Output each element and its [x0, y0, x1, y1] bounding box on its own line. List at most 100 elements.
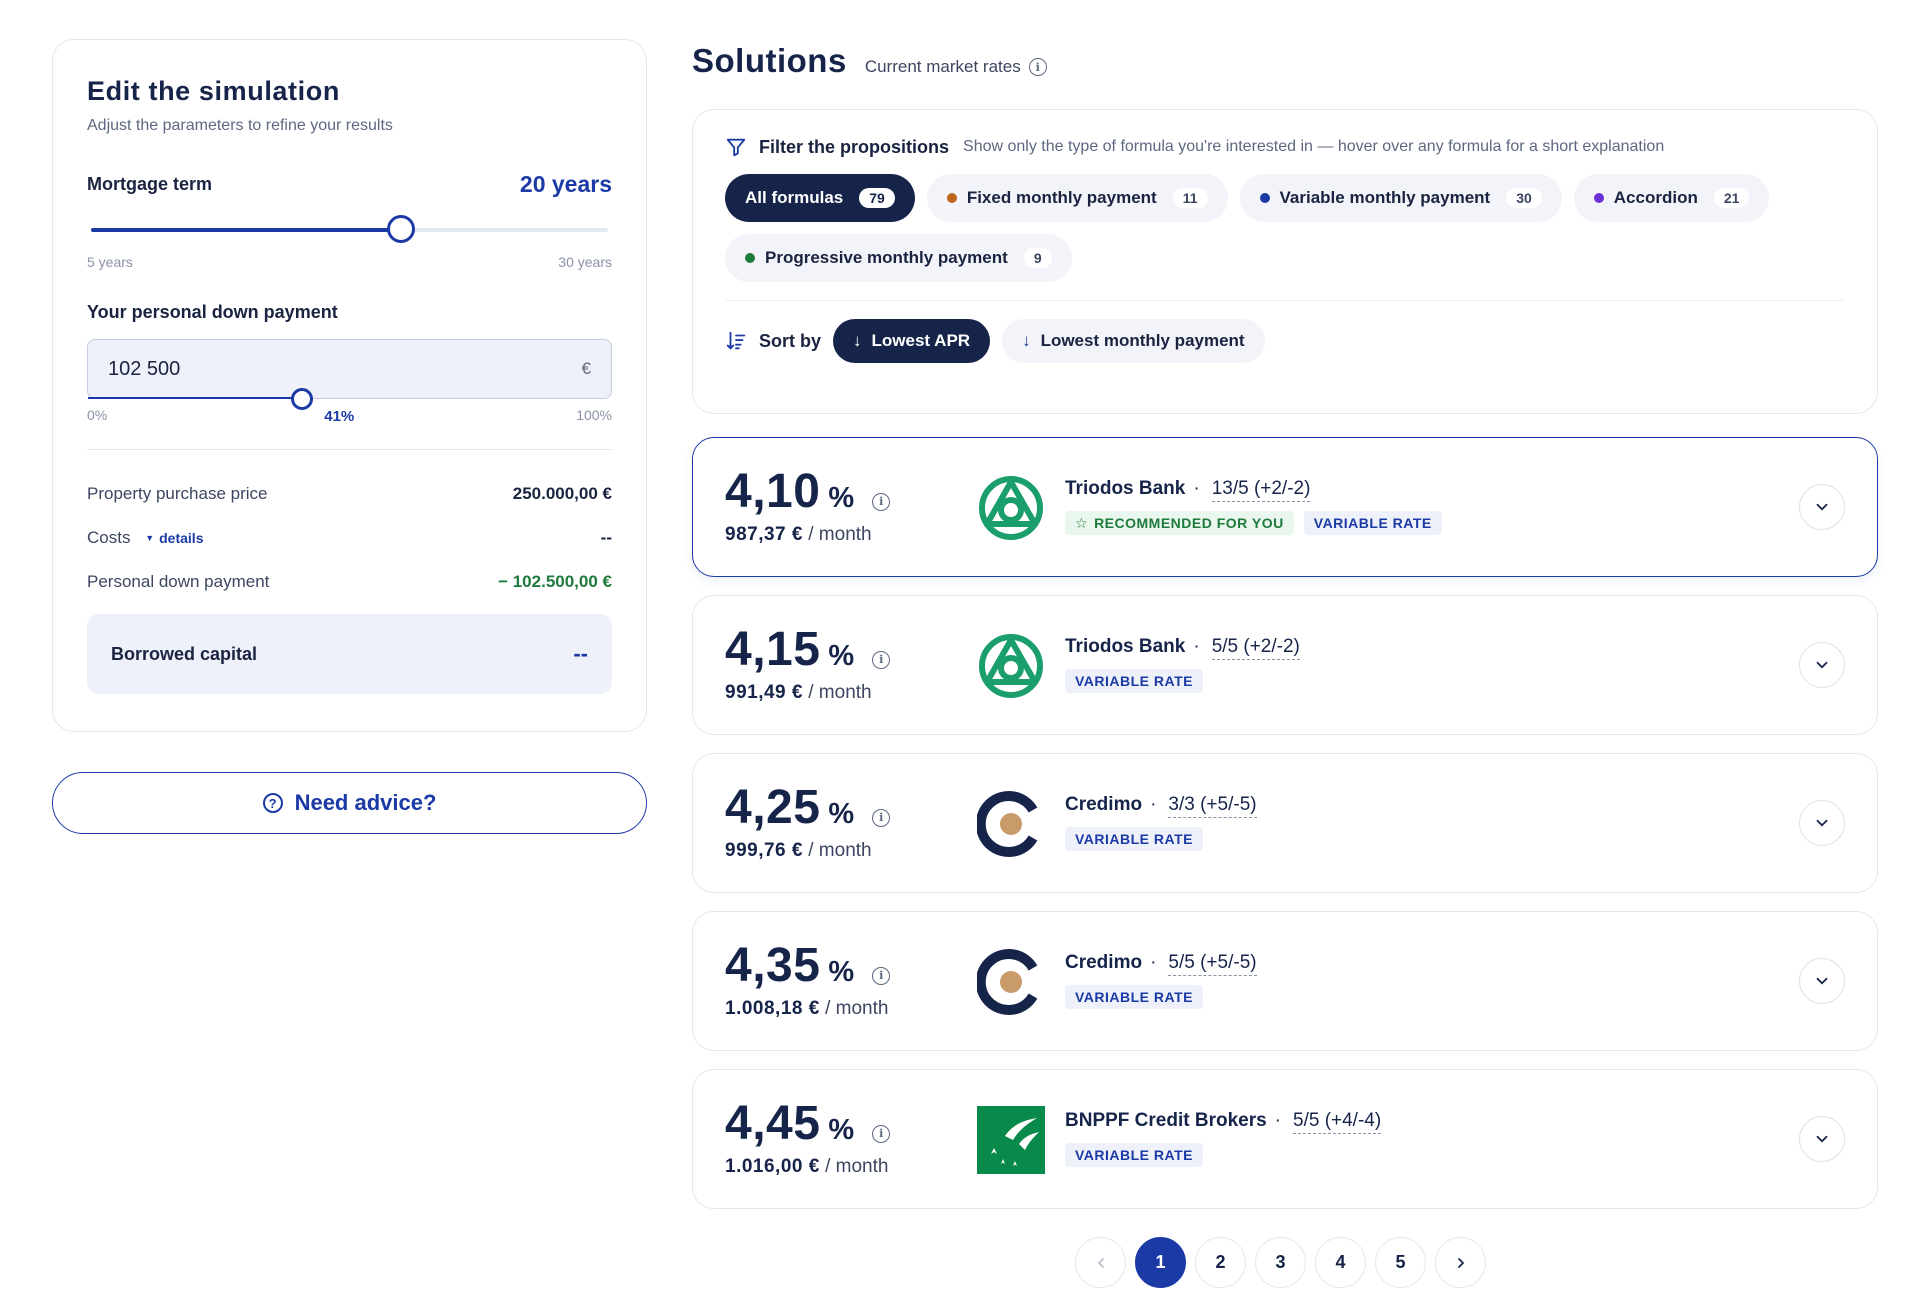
- monthly-amount: 991,49 €: [725, 682, 803, 703]
- down-payment-slider-fill: [88, 397, 303, 399]
- pagination: 1 2 3 4 5: [1075, 1237, 1486, 1288]
- info-icon[interactable]: i: [872, 966, 891, 985]
- chip-variable-monthly-payment[interactable]: Variable monthly payment 30: [1239, 174, 1562, 222]
- monthly-amount: 999,76 €: [725, 840, 803, 861]
- chip-label[interactable]: All formulas: [745, 188, 844, 207]
- chip-label[interactable]: Fixed monthly payment: [966, 188, 1157, 207]
- prev-page-button[interactable]: [1075, 1237, 1126, 1288]
- solutions-title: Solutions: [692, 42, 847, 79]
- offer-rate: 4,35 % i: [725, 938, 891, 993]
- simulation-title: Edit the simulation: [87, 76, 340, 106]
- offer-card[interactable]: 4,15 % i 991,49 € / month Triodos Bank · 5…: [692, 595, 1878, 735]
- chip-count: 11: [1172, 188, 1208, 208]
- sort-lowest-apr-button[interactable]: ↓ Lowest APR: [833, 319, 991, 363]
- formula-code[interactable]: 3/3 (+5/-5): [1168, 794, 1257, 818]
- info-icon[interactable]: i: [872, 808, 891, 827]
- offer-rate: 4,25 % i: [725, 780, 891, 835]
- chevron-down-icon: [1816, 977, 1828, 985]
- formula-code[interactable]: 5/5 (+4/-4): [1293, 1110, 1382, 1134]
- formula-code[interactable]: 5/5 (+2/-2): [1211, 636, 1300, 660]
- info-icon[interactable]: i: [1028, 58, 1047, 76]
- chip-label[interactable]: Progressive monthly payment: [765, 248, 1008, 267]
- simulation-panel: Edit the simulation Adjust the parameter…: [52, 39, 647, 732]
- mortgage-term-slider-thumb[interactable]: [387, 215, 416, 243]
- filter-card: Filter the propositions Show only the ty…: [692, 109, 1878, 414]
- chip-progressive-monthly-payment[interactable]: Progressive monthly payment 9: [725, 234, 1072, 282]
- page-button-4[interactable]: 4: [1315, 1237, 1366, 1288]
- rate-type-badge: VARIABLE RATE: [1065, 985, 1203, 1009]
- bank-name: Triodos Bank: [1065, 478, 1186, 499]
- sort-lowest-monthly-button[interactable]: ↓ Lowest monthly payment: [1002, 319, 1265, 363]
- offer-bank: BNPPF Credit Brokers · 5/5 (+4/-4): [1065, 1110, 1382, 1134]
- per-month-label: / month: [808, 840, 872, 861]
- details-label[interactable]: details: [159, 530, 204, 546]
- offer-monthly: 1.016,00 € / month: [725, 1156, 888, 1178]
- expand-offer-button[interactable]: [1799, 958, 1845, 1004]
- arrow-down-icon: ↓: [853, 331, 862, 350]
- chip-accordion[interactable]: Accordion 21: [1573, 174, 1770, 222]
- next-page-button[interactable]: [1435, 1237, 1486, 1288]
- borrowed-capital-box: Borrowed capital --: [87, 614, 612, 694]
- question-icon: ?: [262, 793, 283, 813]
- costs-details-link[interactable]: ▼ details: [145, 530, 203, 546]
- arrow-down-icon: ↓: [1022, 331, 1031, 350]
- need-advice-button[interactable]: ? Need advice?: [52, 772, 647, 834]
- offer-tags: ☆ RECOMMENDED FOR YOU VARIABLE RATE: [1065, 511, 1442, 535]
- expand-offer-button[interactable]: [1799, 484, 1845, 530]
- offer-card[interactable]: 4,10 % i 987,37 € / month Triodos Bank · 1…: [692, 437, 1878, 577]
- page-button-3[interactable]: 3: [1255, 1237, 1306, 1288]
- monthly-amount: 1.016,00 €: [725, 1156, 820, 1177]
- page-button-2[interactable]: 2: [1195, 1237, 1246, 1288]
- offer-card[interactable]: 4,25 % i 999,76 € / month Credimo · 3/3 (+…: [692, 753, 1878, 893]
- market-rates-info[interactable]: Current market rates i: [865, 57, 1047, 77]
- costs-row: Costs ▼ details --: [87, 528, 612, 548]
- expand-offer-button[interactable]: [1799, 800, 1845, 846]
- costs-label: Costs: [87, 528, 131, 547]
- bank-name: Triodos Bank: [1065, 636, 1186, 657]
- summary-divider: [87, 449, 612, 450]
- formula-code[interactable]: 13/5 (+2/-2): [1211, 478, 1311, 502]
- expand-offer-button[interactable]: [1799, 642, 1845, 688]
- rate-percent: %: [828, 640, 855, 672]
- chip-label[interactable]: Accordion: [1613, 188, 1698, 207]
- personal-down-payment-value: − 102.500,00 €: [498, 572, 612, 591]
- rate-percent: %: [828, 1114, 855, 1146]
- page-button-5[interactable]: 5: [1375, 1237, 1426, 1288]
- info-icon[interactable]: i: [872, 650, 891, 669]
- percent-max-label: 100%: [576, 407, 612, 423]
- purchase-price-value: 250.000,00 €: [512, 484, 612, 503]
- simulation-subtitle: Adjust the parameters to refine your res…: [87, 117, 393, 134]
- per-month-label: / month: [808, 682, 872, 703]
- chip-count: 9: [1023, 248, 1052, 268]
- down-payment-slider-thumb[interactable]: [291, 388, 314, 410]
- info-icon[interactable]: i: [872, 492, 891, 511]
- offer-card[interactable]: 4,35 % i 1.008,18 € / month Credimo · 5/5 …: [692, 911, 1878, 1051]
- need-advice-label[interactable]: Need advice?: [294, 790, 437, 815]
- sort-option-label[interactable]: Lowest APR: [871, 331, 971, 350]
- rate-type-badge: VARIABLE RATE: [1065, 827, 1203, 851]
- offer-card[interactable]: 4,45 % i 1.016,00 € / month BNPPF Credit…: [692, 1069, 1878, 1209]
- offer-monthly: 999,76 € / month: [725, 840, 872, 862]
- formula-code[interactable]: 5/5 (+5/-5): [1168, 952, 1257, 976]
- market-rates-label: Current market rates: [864, 57, 1021, 76]
- monthly-amount: 1.008,18 €: [725, 998, 820, 1019]
- down-payment-input[interactable]: 102 500 €: [87, 339, 612, 410]
- offer-bank: Credimo · 3/3 (+5/-5): [1065, 794, 1257, 818]
- chip-all-formulas[interactable]: All formulas 79: [725, 174, 915, 222]
- mortgage-term-slider[interactable]: [91, 215, 608, 243]
- per-month-label: / month: [808, 524, 872, 545]
- per-month-label: / month: [825, 1156, 889, 1177]
- purchase-price-row: Property purchase price 250.000,00 €: [87, 484, 612, 504]
- page-button-1[interactable]: 1: [1135, 1237, 1186, 1288]
- offer-bank: Credimo · 5/5 (+5/-5): [1065, 952, 1257, 976]
- chip-label[interactable]: Variable monthly payment: [1279, 188, 1491, 207]
- triodos-logo: [979, 476, 1043, 540]
- chip-fixed-monthly-payment[interactable]: Fixed monthly payment 11: [926, 174, 1228, 222]
- borrowed-capital-label: Borrowed capital: [111, 643, 258, 664]
- chevron-down-icon: [1816, 1135, 1828, 1143]
- funnel-icon: [726, 138, 746, 157]
- info-icon[interactable]: i: [872, 1124, 891, 1143]
- expand-offer-button[interactable]: [1799, 1116, 1845, 1162]
- down-payment-value[interactable]: 102 500: [108, 357, 181, 380]
- sort-option-label[interactable]: Lowest monthly payment: [1040, 331, 1245, 350]
